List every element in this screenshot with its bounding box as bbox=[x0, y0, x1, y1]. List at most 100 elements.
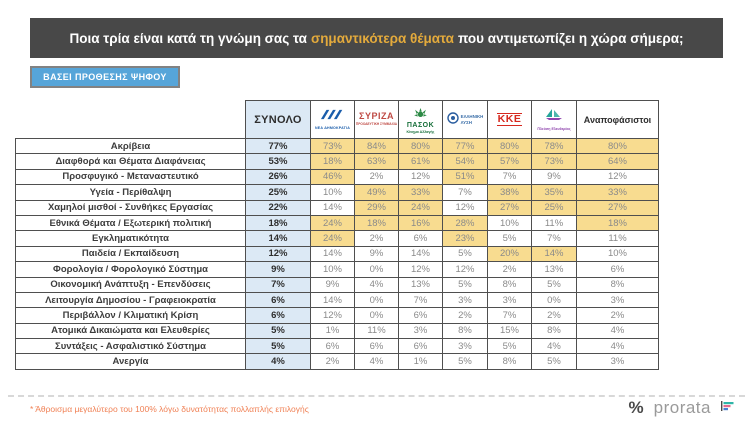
party-value-cell: 11% bbox=[576, 230, 659, 247]
party-value-cell: 80% bbox=[487, 137, 532, 155]
party-value-cell: 5% bbox=[531, 276, 577, 293]
party-value-cell: 14% bbox=[531, 245, 577, 263]
party-value-cell: 7% bbox=[487, 307, 532, 324]
party-value-cell: 8% bbox=[487, 353, 532, 370]
footer-divider bbox=[8, 395, 745, 397]
party-value-cell: 13% bbox=[398, 276, 443, 293]
topic-cell: Εγκληματικότητα bbox=[15, 230, 246, 247]
party-value-cell: 7% bbox=[398, 291, 443, 309]
party-value-cell: 1% bbox=[310, 322, 355, 340]
topic-cell: Περιβάλλον / Κλιματική Κρίση bbox=[15, 307, 246, 324]
table-row: Ανεργία 4% 2% 4% 1% 5% 8% 5% 3% bbox=[15, 353, 659, 370]
plefsi-label-line2: Ελευθερίας bbox=[551, 126, 571, 131]
party-value-cell: 6% bbox=[398, 338, 443, 355]
party-value-cell: 12% bbox=[442, 261, 488, 278]
elliniki-lysi-label-line1: ΕΛΛΗΝΙΚΗ bbox=[460, 114, 484, 120]
total-value-cell: 26% bbox=[245, 168, 311, 186]
party-value-cell: 4% bbox=[576, 338, 659, 355]
party-value-cell: 18% bbox=[354, 214, 399, 232]
party-value-cell: 24% bbox=[398, 199, 443, 216]
col-header-plefsi-eleftherias: Πλεύση Ελευθερίας bbox=[531, 100, 577, 139]
party-value-cell: 35% bbox=[531, 184, 577, 201]
vote-intention-filter-button[interactable]: ΒΑΣΕΙ ΠΡΟΘΕΣΗΣ ΨΗΦΟΥ bbox=[30, 66, 180, 88]
total-value-cell: 25% bbox=[245, 184, 311, 201]
party-value-cell: 0% bbox=[354, 307, 399, 324]
table-row: Ακρίβεια 77% 73% 84% 80% 77% 80% 78% 80% bbox=[15, 137, 659, 155]
party-value-cell: 18% bbox=[576, 214, 659, 232]
party-value-cell: 4% bbox=[354, 353, 399, 370]
party-value-cell: 3% bbox=[442, 291, 488, 309]
party-value-cell: 12% bbox=[398, 261, 443, 278]
party-value-cell: 24% bbox=[310, 214, 355, 232]
party-value-cell: 9% bbox=[531, 168, 577, 186]
question-text-pre: Ποια τρία είναι κατά τη γνώμη σας τα bbox=[69, 30, 307, 46]
party-value-cell: 24% bbox=[310, 230, 355, 247]
party-value-cell: 6% bbox=[354, 338, 399, 355]
percent-logo-icon: % bbox=[628, 398, 644, 417]
party-value-cell: 7% bbox=[442, 184, 488, 201]
party-value-cell: 12% bbox=[576, 168, 659, 186]
party-value-cell: 8% bbox=[531, 322, 577, 340]
question-text-highlight: σημαντικότερα θέματα bbox=[310, 30, 454, 46]
topic-cell: Ατομικά Δικαιώματα και Ελευθερίες bbox=[15, 322, 246, 340]
party-value-cell: 84% bbox=[354, 137, 399, 155]
nea-dimokratia-flag-icon bbox=[319, 108, 347, 126]
party-value-cell: 3% bbox=[398, 322, 443, 340]
party-value-cell: 5% bbox=[531, 353, 577, 370]
party-value-cell: 10% bbox=[487, 214, 532, 232]
table-row: Οικονομική Ανάπτυξη - Επενδύσεις 7% 9% 4% 13… bbox=[15, 276, 659, 293]
col-header-pasok: ΠΑΣΟΚ Κίνημα Αλλαγής bbox=[398, 100, 443, 139]
party-value-cell: 5% bbox=[487, 338, 532, 355]
party-value-cell: 2% bbox=[442, 307, 488, 324]
table-row: Φορολογία / Φορολογικό Σύστημα 9% 10% 0% 12%… bbox=[15, 261, 659, 278]
topic-cell: Οικονομική Ανάπτυξη - Επενδύσεις bbox=[15, 276, 246, 293]
total-value-cell: 6% bbox=[245, 307, 311, 324]
col-header-nea-dimokratia: ΝΕΑ ΔΗΜΟΚΡΑΤΙΑ bbox=[310, 100, 355, 139]
party-value-cell: 6% bbox=[576, 261, 659, 278]
party-value-cell: 6% bbox=[398, 230, 443, 247]
topic-cell: Φορολογία / Φορολογικό Σύστημα bbox=[15, 261, 246, 278]
total-value-cell: 5% bbox=[245, 338, 311, 355]
table-row: Προσφυγικό - Μεταναστευτικό 26% 46% 2% 12% 51… bbox=[15, 168, 659, 186]
party-value-cell: 3% bbox=[442, 338, 488, 355]
party-value-cell: 7% bbox=[487, 168, 532, 186]
pasok-caption: Κίνημα Αλλαγής bbox=[406, 130, 435, 135]
col-header-syriza: ΣΥΡΙΖΑ ΠΡΟΟΔΕΥΤΙΚΗ ΣΥΜΜΑΧΙΑ bbox=[354, 100, 399, 139]
party-value-cell: 77% bbox=[442, 137, 488, 155]
total-value-cell: 18% bbox=[245, 214, 311, 232]
total-value-cell: 77% bbox=[245, 137, 311, 155]
total-value-cell: 9% bbox=[245, 261, 311, 278]
party-value-cell: 5% bbox=[442, 353, 488, 370]
table-row: Υγεία - Περίθαλψη 25% 10% 49% 33% 7% 38% 35% 33% bbox=[15, 184, 659, 201]
party-value-cell: 18% bbox=[310, 153, 355, 170]
party-value-cell: 4% bbox=[531, 338, 577, 355]
pasok-sun-icon bbox=[414, 104, 427, 122]
party-value-cell: 10% bbox=[310, 184, 355, 201]
party-value-cell: 5% bbox=[487, 230, 532, 247]
elliniki-lysi-label-line2: ΛΥΣΗ bbox=[460, 119, 472, 125]
party-value-cell: 57% bbox=[487, 153, 532, 170]
party-value-cell: 3% bbox=[487, 291, 532, 309]
party-value-cell: 49% bbox=[354, 184, 399, 201]
party-value-cell: 4% bbox=[576, 322, 659, 340]
party-value-cell: 9% bbox=[354, 245, 399, 263]
table-row: Εγκληματικότητα 14% 24% 2% 6% 23% 5% 7% 11% bbox=[15, 230, 659, 247]
party-value-cell: 0% bbox=[354, 291, 399, 309]
party-value-cell: 8% bbox=[487, 276, 532, 293]
party-value-cell: 63% bbox=[354, 153, 399, 170]
party-value-cell: 33% bbox=[398, 184, 443, 201]
party-value-cell: 10% bbox=[310, 261, 355, 278]
col-header-undecided: Αναποφάσιστοι bbox=[576, 100, 659, 139]
syriza-caption: ΠΡΟΟΔΕΥΤΙΚΗ ΣΥΜΜΑΧΙΑ bbox=[355, 122, 398, 127]
party-value-cell: 28% bbox=[442, 214, 488, 232]
party-value-cell: 2% bbox=[487, 261, 532, 278]
poll-results-table: ΣΥΝΟΛΟ ΝΕΑ ΔΗΜΟΚΡΑΤΙΑ bbox=[15, 100, 659, 370]
elliniki-lysi-emblem-icon bbox=[446, 111, 459, 129]
party-value-cell: 15% bbox=[487, 322, 532, 340]
total-value-cell: 4% bbox=[245, 353, 311, 370]
party-value-cell: 27% bbox=[487, 199, 532, 216]
party-value-cell: 38% bbox=[487, 184, 532, 201]
prorata-wordmark: prorata bbox=[653, 398, 711, 417]
col-header-elliniki-lysi: ΕΛΛΗΝΙΚΗ ΛΥΣΗ bbox=[442, 100, 488, 139]
